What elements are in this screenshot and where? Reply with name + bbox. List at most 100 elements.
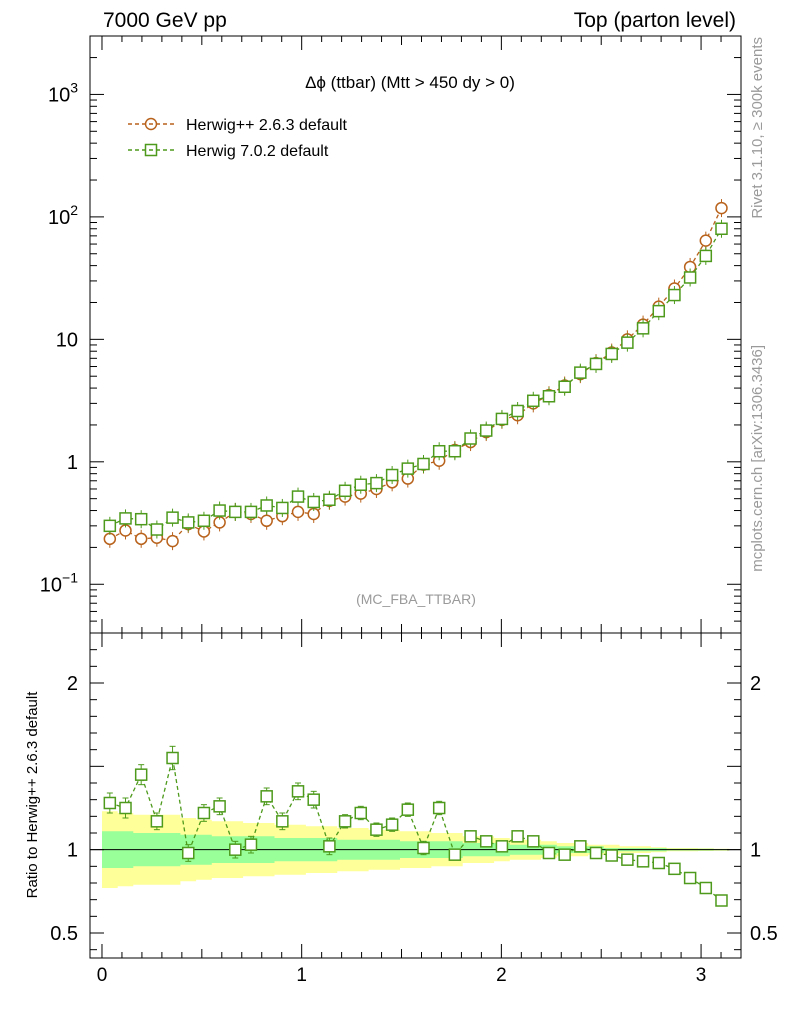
- main-y-tick-label: 102: [48, 202, 78, 229]
- main-point: [103, 519, 117, 533]
- main-point: [354, 478, 368, 491]
- main-point: [558, 380, 571, 394]
- watermark: (MC_FBA_TTBAR): [356, 591, 476, 607]
- ratio-y-tick-label: 2: [67, 673, 78, 695]
- ratio-y-tick-label: 1: [67, 840, 78, 862]
- ratio-point: [354, 806, 368, 820]
- main-point: [621, 336, 634, 349]
- ratio-point: [448, 848, 462, 861]
- ratio-point: [574, 840, 587, 853]
- ratio-point: [276, 815, 289, 828]
- ratio-point: [542, 846, 556, 860]
- ratio-point: [668, 862, 681, 876]
- main-point: [479, 424, 493, 437]
- main-point: [260, 514, 273, 528]
- main-point: [166, 511, 179, 524]
- ratio-point: [605, 849, 618, 862]
- ratio-frame-box: [89, 632, 742, 959]
- main-point: [683, 271, 697, 284]
- ratio-y-tick-label: 0.5: [50, 923, 78, 945]
- ratio-point: [621, 853, 634, 866]
- main-series-line: [109, 207, 723, 542]
- legend-entry-herwig7: Herwig 7.0.2 default: [128, 143, 329, 160]
- ratio-plot-frame: [89, 632, 742, 959]
- ratio-point: [260, 790, 273, 803]
- main-point: [542, 390, 556, 403]
- x-tick-label: 1: [296, 965, 307, 986]
- ratio-point: [134, 768, 148, 781]
- ratio-point: [401, 803, 415, 816]
- ratio-point: [244, 838, 258, 851]
- main-point: [307, 495, 320, 509]
- main-point: [589, 357, 603, 371]
- ratio-point: [479, 835, 493, 848]
- x-tick-label: 3: [696, 965, 707, 986]
- main-point: [652, 304, 666, 318]
- main-point: [213, 504, 226, 517]
- header-right: Top (parton level): [574, 9, 736, 32]
- main-point: [291, 490, 305, 503]
- ratio-y-tick-label-right: 2: [750, 673, 761, 695]
- ratio-point: [683, 871, 697, 885]
- ratio-point: [197, 806, 211, 820]
- axes: 0 1 2 3 10−1 1 10 102 103 0.5 0.5 1 1 2 2: [40, 35, 778, 986]
- main-point: [448, 444, 462, 458]
- ratio-series-line: [109, 757, 722, 902]
- main-point: [244, 505, 258, 519]
- ratio-point: [291, 785, 305, 798]
- main-point: [181, 516, 195, 529]
- main-point: [527, 394, 540, 408]
- ratio-point: [495, 840, 509, 853]
- ratio-y-tick-label-right: 1: [750, 840, 761, 862]
- ratio-point: [103, 796, 117, 810]
- main-point: [715, 222, 728, 236]
- ratio-point: [119, 801, 132, 815]
- main-point: [291, 505, 305, 519]
- ratio-point: [715, 894, 728, 907]
- main-series-line: [109, 228, 723, 531]
- ratio-point: [464, 830, 477, 843]
- ratio-point: [370, 823, 383, 836]
- x-tick-label: 0: [97, 965, 108, 986]
- ratio-point: [417, 841, 430, 855]
- main-point: [103, 532, 117, 546]
- main-point: [668, 288, 681, 302]
- ratio-y-tick-label-right: 0.5: [750, 923, 778, 945]
- ratio-point: [181, 846, 195, 860]
- series-herwigpp: [103, 199, 728, 551]
- ratio-point: [511, 830, 524, 843]
- main-y-tick-label: 10: [56, 329, 78, 351]
- main-point: [276, 501, 289, 515]
- main-y-tick-label: 103: [48, 79, 78, 106]
- x-tick-label: 2: [496, 965, 507, 986]
- ratio-point: [338, 815, 352, 828]
- main-point: [197, 514, 211, 528]
- main-y-tick-label: 10−1: [40, 569, 78, 596]
- legend: Herwig++ 2.6.3 default Herwig 7.0.2 defa…: [128, 117, 348, 160]
- main-point: [417, 457, 430, 471]
- main-point: [715, 201, 728, 215]
- ratio-point: [229, 843, 242, 856]
- legend-entry-herwigpp: Herwig++ 2.6.3 default: [128, 117, 348, 134]
- main-point: [699, 249, 713, 263]
- ratio-y-axis-label: Ratio to Herwig++ 2.6.3 default: [24, 691, 41, 899]
- ratio-point: [323, 840, 336, 853]
- chart-title: Δϕ (ttbar) (Mtt > 450 dy > 0): [305, 73, 515, 92]
- ratio-point: [307, 793, 320, 806]
- ratio-point: [652, 856, 666, 870]
- main-point: [636, 322, 650, 335]
- main-point: [432, 444, 446, 458]
- ratio-point: [527, 835, 540, 848]
- main-point: [370, 476, 383, 490]
- main-point: [385, 468, 399, 482]
- ratio-point: [636, 855, 650, 868]
- main-point: [260, 499, 273, 512]
- main-point: [464, 432, 477, 445]
- ratio-point: [150, 815, 164, 828]
- series-herwig7: [103, 219, 728, 907]
- ratio-point: [385, 818, 399, 831]
- main-point: [574, 366, 587, 379]
- ratio-point: [432, 801, 446, 815]
- legend-label-herwigpp: Herwig++ 2.6.3 default: [186, 117, 348, 134]
